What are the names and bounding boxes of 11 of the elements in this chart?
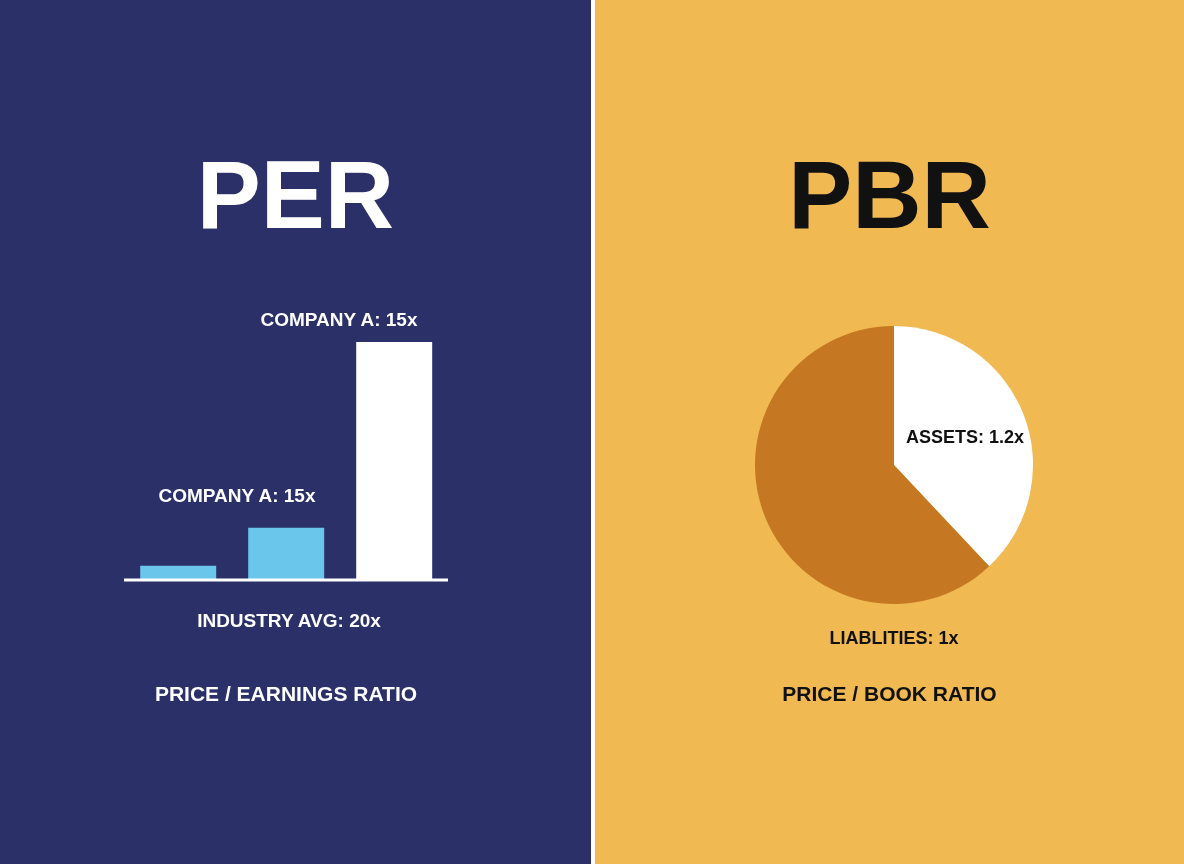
slice-label: LIABLITIES: 1x xyxy=(829,628,959,648)
pie-slice xyxy=(755,326,990,604)
text: INDUSTRY AVG: 20x xyxy=(196,610,382,632)
text: COMPANY A: 15x xyxy=(259,309,419,331)
chart-title: PBR xyxy=(787,140,992,250)
pie-slice xyxy=(894,326,1033,567)
text: PRICE / BOOK RATIO xyxy=(781,682,998,706)
text: PRICE / EARNINGS RATIO xyxy=(153,682,419,706)
chart-title: PER xyxy=(195,140,396,250)
annotation: COMPANY A: 15x xyxy=(157,485,317,507)
slice-label: ASSETS: 1.2x xyxy=(906,426,1025,447)
